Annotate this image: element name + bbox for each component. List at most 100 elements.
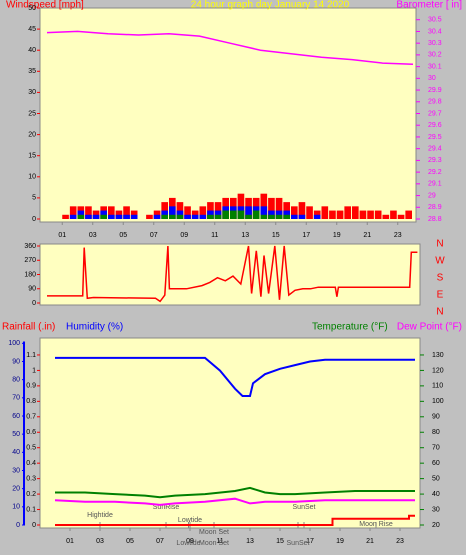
wind-bar bbox=[245, 206, 252, 219]
x-tick-label: 09 bbox=[180, 232, 188, 239]
x-tick-label: 11 bbox=[211, 232, 218, 239]
wind-bar bbox=[85, 206, 92, 219]
y2-tick-label: 30.3 bbox=[428, 40, 442, 47]
wind-bar bbox=[77, 214, 85, 219]
y2-tick-label: 90 bbox=[432, 414, 440, 421]
wind-bar bbox=[397, 214, 405, 219]
y-tick-label: 35 bbox=[28, 68, 36, 75]
x-tick-label: 03 bbox=[96, 538, 104, 545]
wind-bar bbox=[245, 214, 252, 219]
direction-line bbox=[47, 245, 418, 303]
x-tick-label: 05 bbox=[119, 232, 127, 239]
y2-tick-label: 130 bbox=[432, 352, 444, 359]
y-tick-label: 10 bbox=[28, 174, 36, 181]
x-tick-label: 23 bbox=[394, 232, 402, 239]
y-tick-label: 90 bbox=[28, 286, 36, 293]
x-tick-label: 01 bbox=[58, 232, 66, 239]
wind-bar bbox=[69, 206, 77, 219]
wind-bar bbox=[275, 214, 283, 219]
wind-bar bbox=[100, 214, 107, 219]
y2-tick-label: 80 bbox=[432, 429, 440, 436]
y2-tick-label: 30.4 bbox=[428, 28, 442, 35]
annotation: Lowtide bbox=[176, 540, 200, 547]
h-tick-label: 30 bbox=[12, 467, 20, 474]
wind-bar bbox=[207, 214, 214, 219]
wind-bar bbox=[283, 214, 290, 219]
wind-bar bbox=[199, 206, 207, 219]
y2-tick-label: 29.4 bbox=[428, 146, 442, 153]
wind-bar bbox=[184, 214, 191, 219]
wind-plot bbox=[39, 7, 417, 223]
climate-plot bbox=[39, 337, 421, 529]
y-tick-label: 0.8 bbox=[26, 398, 36, 405]
wind-bar bbox=[230, 210, 237, 219]
annotation: SunSet bbox=[293, 504, 316, 511]
y-tick-label: 180 bbox=[24, 271, 36, 278]
y-tick-label: 45 bbox=[28, 26, 36, 33]
wind-bar bbox=[199, 214, 207, 219]
x-tick-label: 15 bbox=[272, 232, 280, 239]
wind-bar bbox=[108, 206, 115, 219]
wind-bar bbox=[306, 206, 313, 219]
y2-tick-label: 40 bbox=[432, 491, 440, 498]
y-tick-label: 1.1 bbox=[26, 352, 36, 359]
wind-bar bbox=[329, 210, 336, 219]
wind-bar bbox=[405, 210, 412, 219]
x-tick-label: 05 bbox=[126, 538, 134, 545]
y2-tick-label: 30 bbox=[428, 75, 436, 82]
wind-bar bbox=[367, 210, 374, 219]
wind-bar bbox=[291, 214, 298, 219]
h-tick-label: 70 bbox=[12, 395, 20, 402]
y2-tick-label: 30.5 bbox=[428, 17, 442, 24]
wind-bar bbox=[62, 214, 69, 219]
y-tick-label: 0.9 bbox=[26, 383, 36, 390]
x-tick-label: 19 bbox=[333, 232, 341, 239]
dewpoint-label: Dew Point (°F) bbox=[397, 322, 462, 333]
wind-bar bbox=[336, 210, 344, 219]
wind-bar bbox=[214, 214, 222, 219]
y2-tick-label: 20 bbox=[432, 522, 440, 529]
y-tick-label: 0.4 bbox=[26, 460, 36, 467]
y2-tick-label: 29.3 bbox=[428, 157, 442, 164]
wind-bar bbox=[268, 197, 275, 219]
compass-label: N bbox=[436, 239, 443, 250]
wind-bar bbox=[390, 210, 397, 219]
y-tick-label: 0.6 bbox=[26, 429, 36, 436]
wind-bar bbox=[85, 214, 92, 219]
y-tick-label: 25 bbox=[28, 110, 36, 117]
x-tick-label: 19 bbox=[336, 538, 344, 545]
annotation: Moon Set bbox=[199, 529, 229, 536]
y-tick-label: 40 bbox=[28, 47, 36, 54]
x-tick-label: 01 bbox=[66, 538, 74, 545]
h-tick-label: 10 bbox=[12, 504, 20, 511]
wind-bar bbox=[176, 214, 184, 219]
y2-tick-label: 30.1 bbox=[428, 63, 442, 70]
y-tick-label: 0.5 bbox=[26, 445, 36, 452]
x-tick-label: 17 bbox=[306, 538, 314, 545]
y2-tick-label: 30 bbox=[432, 506, 440, 513]
wind-bar bbox=[108, 214, 115, 219]
compass-label: N bbox=[436, 307, 443, 318]
x-tick-label: 15 bbox=[276, 538, 284, 545]
wind-bar bbox=[291, 206, 298, 219]
compass-label: S bbox=[437, 273, 444, 284]
wind-bar bbox=[115, 214, 123, 219]
y2-tick-label: 120 bbox=[432, 367, 444, 374]
wind-bar bbox=[191, 214, 199, 219]
x-tick-label: 07 bbox=[156, 538, 164, 545]
y2-tick-label: 28.8 bbox=[428, 216, 442, 223]
y-tick-label: 0 bbox=[32, 216, 36, 223]
x-tick-label: 11 bbox=[216, 538, 223, 545]
wind-bar bbox=[298, 214, 306, 219]
y2-tick-label: 100 bbox=[432, 398, 444, 405]
y-tick-label: 30 bbox=[28, 89, 36, 96]
x-tick-label: 07 bbox=[150, 232, 158, 239]
wind-bar bbox=[169, 214, 176, 219]
wind-bar bbox=[146, 214, 153, 219]
wind-bar bbox=[222, 210, 229, 219]
barometer-label: Barometer [ in] bbox=[396, 0, 462, 11]
wind-bar bbox=[382, 214, 390, 219]
climate-line bbox=[55, 486, 415, 499]
wind-bar bbox=[352, 206, 359, 219]
